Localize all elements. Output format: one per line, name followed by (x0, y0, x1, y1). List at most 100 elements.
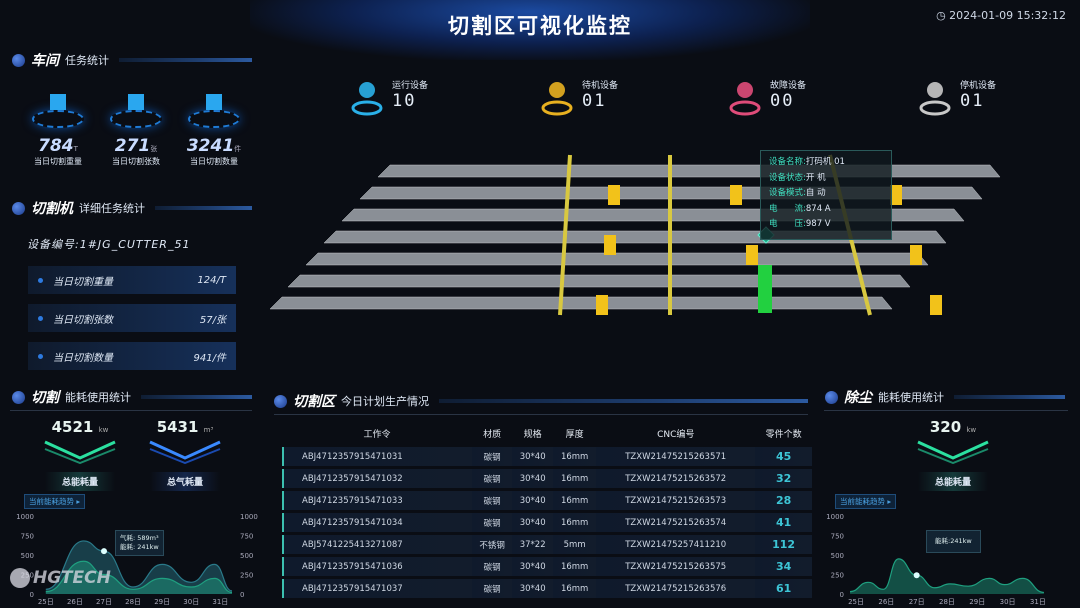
y-tick-label: 0 (840, 591, 844, 599)
section-title-sub: 任务统计 (65, 54, 109, 67)
layers-icon (106, 90, 166, 136)
status-count: 00 (770, 91, 795, 111)
logo-icon (10, 568, 30, 588)
kpi-unit: 件 (234, 145, 242, 153)
section-title-sub: 详细任务统计 (79, 202, 145, 215)
table-row[interactable]: ABJ4712357915471033 碳钢 30*40 16mm TZXW214752… (282, 491, 812, 510)
y-tick-label: 500 (831, 552, 844, 560)
x-tick-label: 28日 (939, 598, 955, 606)
cutter-stat-row: 当日切割数量 941/件 (28, 342, 236, 370)
table-cell: 碳钢 (472, 557, 513, 576)
section-title-sub: 能耗使用统计 (65, 391, 131, 404)
table-cell: ABJ4712357915471031 (282, 447, 473, 466)
tooltip-gas: 气耗: 589m³ (120, 534, 159, 542)
x-tick-label: 29日 (154, 598, 170, 606)
section-bar (954, 395, 1065, 399)
section-title-main: 切割区 (293, 394, 335, 410)
kpi-card: 271张 当日切割张数 (98, 90, 174, 167)
bullet-icon (38, 277, 43, 283)
table-cell: 112 (755, 535, 812, 554)
table-cell: TZXW21475215263576 (596, 579, 756, 598)
info-value: 874 A (805, 203, 831, 214)
table-cell: ABJ4712357915471033 (282, 491, 473, 510)
tooltip-energy: 能耗: 241kw (120, 543, 159, 552)
table-cell: 不锈钢 (472, 535, 513, 554)
device-info-row: 设备模式:自 动 (769, 186, 883, 202)
kpi-unit: T (73, 145, 78, 153)
kpi-label: 当日切割张数 (112, 157, 160, 166)
table-row[interactable]: ABJ4712357915471031 碳钢 30*40 16mm TZXW214752… (282, 447, 812, 466)
stat-value: 57/张 (199, 314, 226, 326)
y2-tick-label: 500 (240, 552, 253, 560)
plan-section-title: 切割区 今日计划生产情况 (274, 391, 808, 411)
column-header: 零件个数 (765, 429, 802, 440)
table-cell: 16mm (553, 557, 597, 576)
dust-section-title: 除尘 能耗使用统计 (825, 387, 1065, 407)
section-bar (155, 206, 252, 210)
section-title-sub: 能耗使用统计 (878, 391, 944, 404)
table-cell: 30*40 (512, 579, 554, 598)
trend-toggle[interactable]: 当前能耗趋势 ▸ (835, 494, 897, 509)
table-row[interactable]: ABJ4712357915471032 碳钢 30*40 16mm TZXW214752… (282, 469, 812, 488)
table-row[interactable]: ABJ4712357915471036 碳钢 30*40 16mm TZXW214752… (282, 557, 812, 576)
kpi-number: 784 (38, 136, 74, 156)
status-count: 01 (582, 91, 607, 111)
layer-chevron-icon (917, 440, 989, 465)
stat-label: 当日切割数量 (53, 352, 113, 364)
conveyor-line (377, 164, 1001, 178)
x-tick-label: 30日 (1000, 598, 1016, 606)
table-row[interactable]: ABJ4712357915471034 碳钢 30*40 16mm TZXW214752… (282, 513, 812, 532)
factory-3d-scene[interactable] (270, 145, 1040, 385)
trend-toggle[interactable]: 当前能耗趋势 ▸ (24, 494, 86, 509)
table-row[interactable]: ABJ5741225413271087 不锈钢 37*22 5mm TZXW214752… (282, 535, 812, 554)
status-label: 停机设备 (960, 81, 997, 91)
robot-arm (910, 245, 922, 265)
table-cell: ABJ5741225413271087 (282, 535, 473, 554)
document-icon (184, 90, 244, 136)
table-cell: 30*40 (512, 447, 554, 466)
ring-decoration (110, 110, 162, 128)
section-bullet (12, 201, 25, 215)
table-cell: 37*22 (512, 535, 554, 554)
info-key: 设备模式: (769, 188, 806, 198)
table-cell: 16mm (553, 447, 597, 466)
cutter-section-title: 切割机 详细任务统计 (12, 198, 252, 218)
status-text: 故障设备 00 (770, 78, 806, 111)
workshop-kpis: 784T 当日切割重量 271张 当日切割张数 3241件 当日切割数量 (20, 90, 252, 167)
table-cell: 30*40 (512, 557, 554, 576)
info-value: 自 动 (805, 188, 826, 198)
table-cell: 16mm (553, 469, 597, 488)
robot-arm-selected (758, 265, 772, 313)
table-cell: 61 (755, 579, 812, 598)
y-tick-label: 750 (21, 533, 34, 541)
series-line (45, 560, 233, 594)
status-text: 运行设备 10 (392, 78, 428, 111)
robot-arm (596, 295, 608, 315)
table-cell: ABJ4712357915471036 (282, 557, 473, 576)
table-cell: 30*40 (512, 491, 554, 510)
table-cell: 碳钢 (472, 447, 513, 466)
kpi-unit: 张 (150, 145, 158, 153)
info-key: 电 压: (769, 219, 806, 229)
status-gear: 运行设备 10 (350, 78, 428, 118)
table-cell: 碳钢 (472, 491, 513, 510)
table-row[interactable]: ABJ4712357915471037 碳钢 30*40 16mm TZXW214752… (282, 579, 812, 598)
wrench-icon (729, 82, 761, 116)
kpi-number: 3241 (186, 136, 235, 156)
gear-icon (351, 82, 383, 116)
table-cell: TZXW21475215263574 (596, 513, 756, 532)
table-cell: TZXW21475215263573 (596, 491, 756, 510)
table-cell: 41 (755, 513, 812, 532)
stat-label: 当日切割张数 (53, 314, 113, 326)
y2-tick-label: 250 (240, 572, 253, 580)
x-tick-label: 29日 (969, 598, 985, 606)
robot-arm (608, 185, 620, 205)
icon-shape (206, 94, 222, 110)
status-text: 待机设备 01 (582, 78, 618, 111)
highlight-point (101, 548, 107, 555)
table-cell: 45 (755, 447, 812, 466)
kpi-card: 784T 当日切割重量 (20, 90, 96, 167)
y2-tick-label: 750 (240, 533, 253, 541)
chart-tooltip: 能耗:241kw (926, 530, 981, 554)
